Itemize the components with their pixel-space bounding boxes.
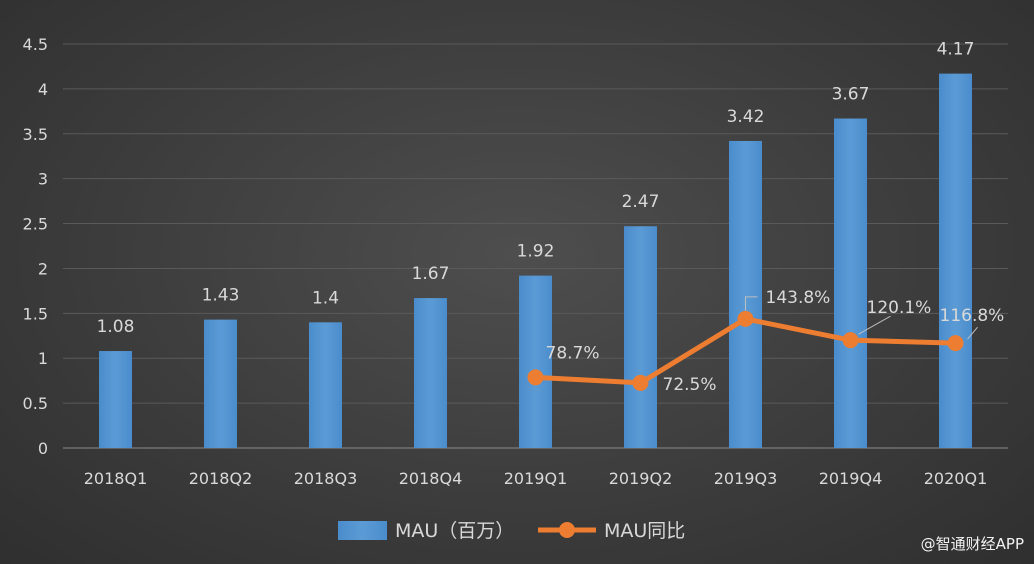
- yoy-label-leader: [745, 296, 758, 311]
- mau-yoy-line: [527, 310, 964, 391]
- y-axis-ticks: 0 0.5 1 1.5 2 2.5 3 3.5 4 4.5: [23, 35, 48, 458]
- x-tick-label: 2019Q1: [504, 469, 568, 488]
- bar-label: 1.4: [312, 288, 339, 308]
- x-tick-label: 2018Q3: [294, 469, 358, 488]
- x-tick-label: 2019Q3: [714, 469, 778, 488]
- legend-label-yoy: MAU同比: [604, 520, 685, 542]
- y-tick-label: 2.5: [23, 215, 48, 234]
- watermark: @智通财经APP: [920, 535, 1024, 553]
- x-tick-label: 2018Q4: [399, 469, 463, 488]
- bar-label: 1.08: [97, 317, 135, 337]
- bar-2019Q2: [624, 226, 657, 448]
- mau-yoy-labels: 78.7% 72.5% 143.8% 120.1% 116.8%: [546, 288, 1005, 395]
- y-tick-label: 1.5: [23, 304, 48, 323]
- yoy-label-leader: [967, 326, 978, 340]
- bar-label: 1.67: [412, 264, 450, 284]
- y-tick-label: 0.5: [23, 394, 48, 413]
- yoy-label: 143.8%: [766, 288, 831, 308]
- bar-label: 2.47: [622, 192, 660, 212]
- yoy-label: 120.1%: [867, 298, 932, 318]
- yoy-point: [632, 374, 649, 391]
- bar-2019Q3: [729, 140, 762, 448]
- y-tick-label: 1: [38, 349, 48, 368]
- x-tick-label: 2020Q1: [924, 469, 988, 488]
- bar-label: 4.17: [937, 40, 975, 60]
- bar-label: 3.42: [727, 107, 765, 127]
- bar-label: 1.92: [517, 242, 555, 262]
- x-axis-ticks: 2018Q1 2018Q2 2018Q3 2018Q4 2019Q1 2019Q2 2019…: [84, 469, 988, 488]
- y-tick-label: 0: [38, 439, 48, 458]
- yoy-point: [842, 332, 859, 349]
- x-tick-label: 2019Q4: [819, 469, 883, 488]
- legend-label-mau: MAU（百万）: [395, 520, 514, 542]
- y-tick-label: 4.5: [23, 35, 48, 54]
- y-tick-label: 3: [38, 170, 48, 189]
- bar-2018Q4: [414, 298, 447, 448]
- bar-2018Q3: [309, 322, 342, 448]
- bar-2019Q1: [519, 275, 552, 448]
- bar-label: 1.43: [202, 286, 240, 306]
- x-tick-label: 2018Q1: [84, 469, 148, 488]
- bar-2018Q2: [204, 319, 237, 448]
- x-tick-label: 2019Q2: [609, 469, 673, 488]
- bar-label: 3.67: [832, 85, 870, 105]
- yoy-point: [737, 310, 754, 327]
- mau-bar-labels: 1.08 1.43 1.4 1.67 1.92 2.47 3.42 3.67 4.17: [97, 40, 975, 337]
- mau-bars: [99, 73, 972, 449]
- x-tick-label: 2018Q2: [189, 469, 253, 488]
- y-tick-label: 4: [38, 80, 48, 99]
- legend-marker-yoy: [559, 522, 575, 538]
- y-tick-label: 2: [38, 259, 48, 278]
- yoy-point: [947, 335, 964, 352]
- yoy-label: 72.5%: [663, 375, 717, 395]
- bar-2018Q1: [99, 351, 132, 448]
- yoy-label-leader: [858, 315, 891, 335]
- legend: MAU（百万） MAU同比: [338, 520, 685, 542]
- y-tick-label: 3.5: [23, 125, 48, 144]
- yoy-point: [527, 369, 544, 386]
- yoy-label: 78.7%: [546, 343, 600, 363]
- legend-swatch-mau: [338, 521, 387, 540]
- yoy-label: 116.8%: [940, 306, 1005, 326]
- bar-2019Q4: [834, 118, 867, 448]
- bar-2020Q1: [939, 73, 972, 449]
